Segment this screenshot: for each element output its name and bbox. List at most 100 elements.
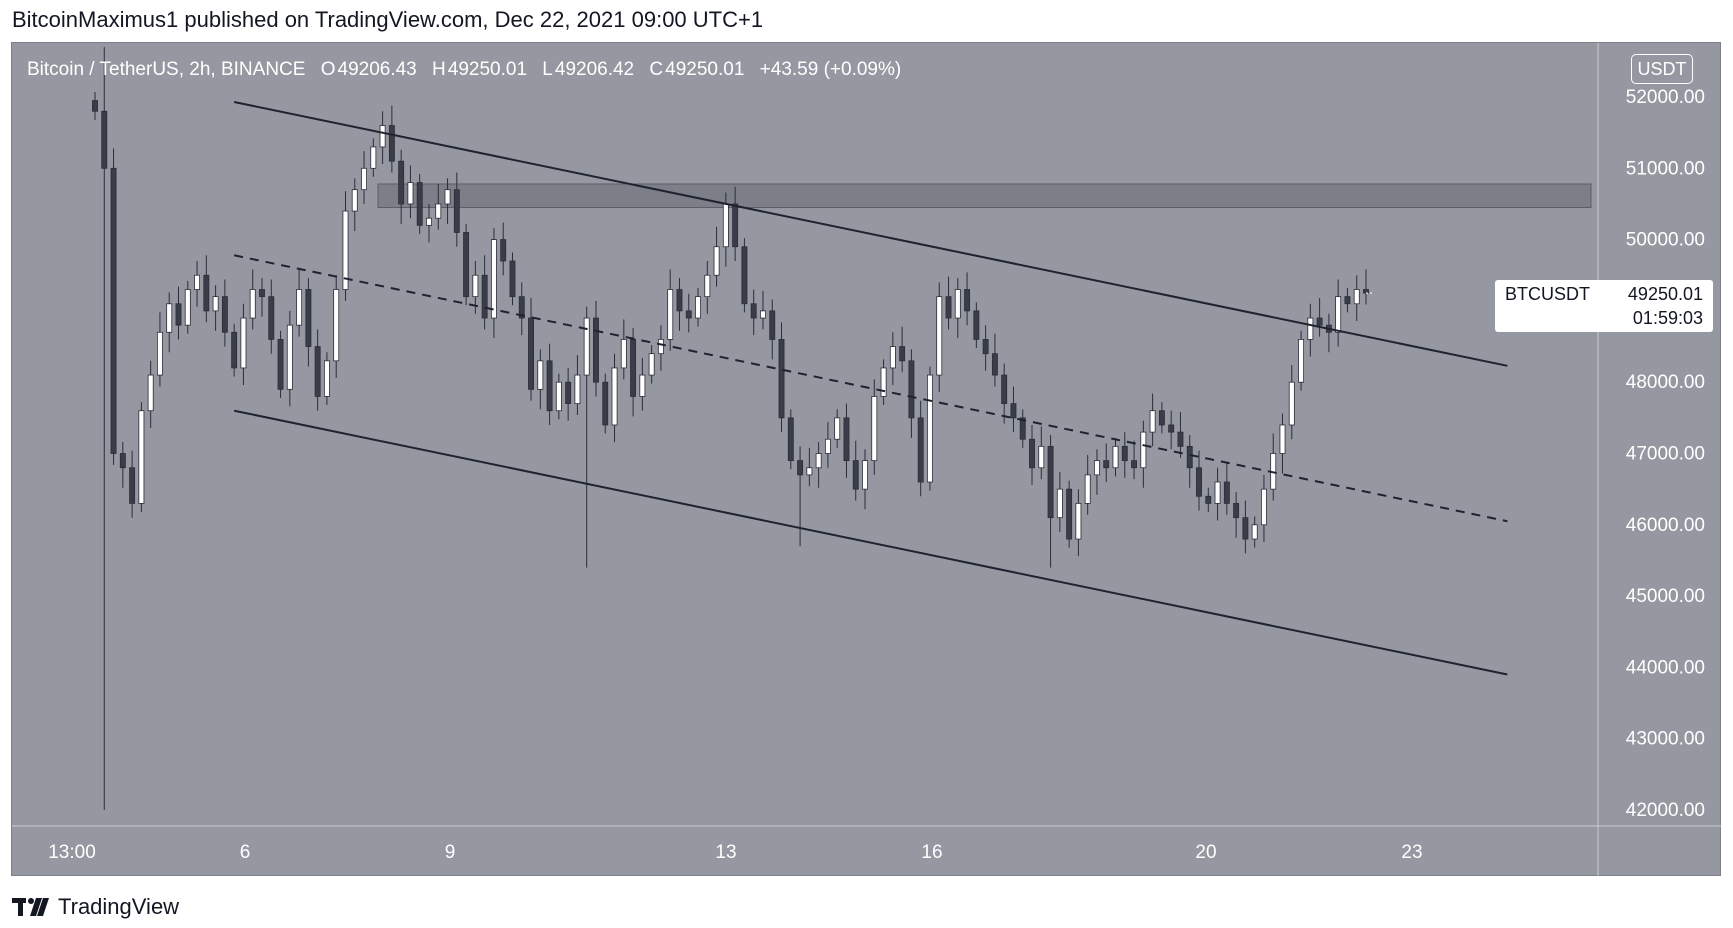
candle-body: [518, 296, 525, 319]
x-tick-label: 23: [1401, 842, 1422, 863]
candle-body: [221, 296, 228, 333]
candle-body: [166, 303, 173, 333]
candle-body: [954, 289, 961, 319]
chart-panel[interactable]: [11, 42, 1721, 876]
channel-middle-line: [233, 254, 1508, 523]
candle-body: [546, 360, 553, 412]
x-tick-label: 13:00: [48, 842, 96, 863]
footer-brand-label: TradingView: [58, 894, 180, 919]
candle-body: [500, 239, 507, 262]
candle-body: [657, 339, 664, 355]
candle-body: [704, 274, 711, 298]
candle-body: [259, 289, 265, 298]
candle-body: [537, 360, 544, 390]
candle-body: [481, 274, 488, 319]
last-price-tag: BTCUSDT 49250.01 01:59:03: [1495, 280, 1713, 332]
candle-body: [1056, 488, 1063, 519]
candle-body: [1186, 445, 1193, 469]
price-tag-countdown: 01:59:03: [1632, 308, 1703, 328]
candle-body: [630, 339, 637, 397]
candle-body: [388, 125, 395, 162]
candle-body: [648, 353, 655, 376]
candle-body: [1019, 417, 1026, 440]
legend-close-label: C: [649, 59, 664, 80]
candle-body: [676, 289, 683, 312]
candle-body: [1177, 431, 1184, 447]
candle-body: [453, 189, 460, 233]
candle-body: [379, 125, 386, 148]
candle-body: [138, 410, 145, 504]
candle-body: [1316, 317, 1323, 326]
channel-lower-line: [233, 409, 1508, 676]
candle-body: [899, 346, 906, 362]
candle-body: [973, 310, 980, 340]
candle-body: [620, 339, 627, 369]
footer-brand[interactable]: TradingView: [12, 892, 179, 922]
candle-body: [1029, 438, 1035, 469]
y-tick-label: 42000.00: [1626, 800, 1705, 821]
candle-body: [509, 260, 516, 298]
candle-body: [1363, 289, 1369, 294]
candle-body: [1242, 517, 1249, 540]
candle-body: [1307, 317, 1314, 340]
y-tick-label: 51000.00: [1626, 158, 1705, 179]
currency-button[interactable]: USDT: [1631, 54, 1693, 84]
candle-body: [843, 417, 850, 462]
y-tick-label: 47000.00: [1626, 444, 1705, 465]
candle-body: [110, 167, 117, 454]
candle-body: [194, 274, 201, 290]
candle-body: [370, 146, 377, 169]
y-tick-label: 48000.00: [1626, 372, 1705, 393]
candle-body: [231, 331, 238, 369]
candle-body: [463, 232, 470, 298]
candle-body: [880, 367, 887, 397]
candle-body: [296, 289, 303, 326]
candle-body: [212, 296, 219, 312]
candle-body: [426, 217, 432, 226]
candle-body: [593, 317, 599, 383]
candle-body: [1223, 481, 1230, 504]
candle-body: [1298, 339, 1305, 383]
candle-body: [268, 296, 275, 340]
candle-body: [528, 317, 534, 390]
candle-body: [249, 289, 256, 319]
candle-body: [611, 367, 618, 426]
candle-body: [323, 360, 330, 397]
candle-body: [1121, 445, 1128, 462]
candle-body: [778, 339, 785, 419]
channel-upper-line: [233, 101, 1508, 367]
legend-open-label: O: [320, 59, 336, 80]
y-tick-label: 50000.00: [1626, 230, 1705, 251]
candle-body: [602, 381, 609, 426]
candle-body: [834, 417, 841, 440]
candle-body: [1084, 474, 1091, 504]
candle-body: [565, 381, 572, 404]
candle-body: [732, 203, 739, 248]
candle-body: [435, 203, 442, 219]
candle-body: [490, 239, 497, 319]
x-tick-label: 16: [921, 842, 942, 863]
candle-body: [713, 246, 720, 276]
publisher-header: BitcoinMaximus1 published on TradingView…: [12, 7, 764, 32]
price-tag-price: 49250.01: [1627, 284, 1703, 304]
legend-symbol: Bitcoin / TetherUS, 2h, BINANCE: [27, 59, 306, 80]
candle-body: [639, 374, 646, 397]
candle-body: [787, 417, 794, 462]
candle-body: [815, 453, 822, 469]
candle-body: [583, 317, 590, 376]
candle-body: [936, 296, 943, 376]
candle-body: [240, 317, 247, 369]
candle-body: [1196, 467, 1202, 497]
candle-body: [1158, 410, 1165, 426]
candle-body: [852, 460, 859, 490]
candle-body: [1094, 460, 1100, 476]
x-tick-label: 9: [445, 842, 456, 863]
candle-body: [342, 210, 349, 290]
candle-body: [361, 167, 367, 191]
y-tick-label: 44000.00: [1626, 657, 1705, 678]
candle-body: [351, 189, 358, 212]
legend-open: 49206.43: [337, 59, 417, 80]
candle-body: [1279, 424, 1286, 454]
candle-body: [1112, 445, 1119, 469]
